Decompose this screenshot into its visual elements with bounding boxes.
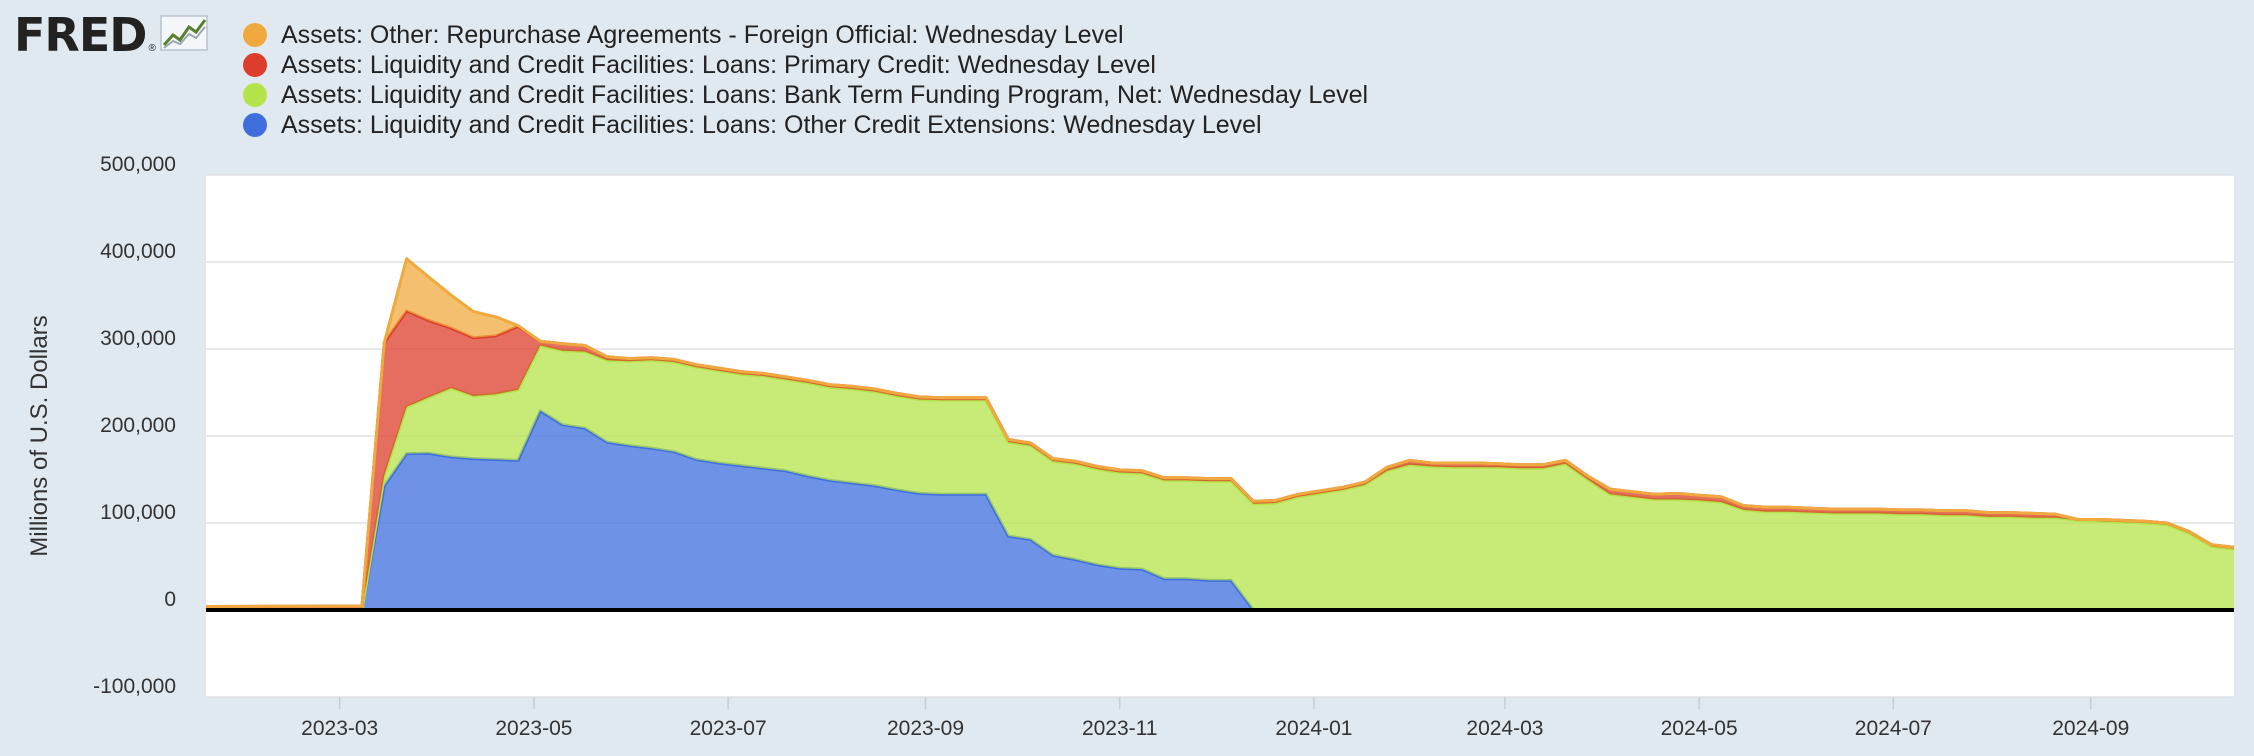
- legend-label-btfp: Assets: Liquidity and Credit Facilities:…: [281, 80, 1369, 109]
- legend-item-btfp[interactable]: Assets: Liquidity and Credit Facilities:…: [243, 80, 1368, 110]
- legend-label-repo: Assets: Other: Repurchase Agreements - F…: [281, 20, 1124, 49]
- x-tick-label: 2023-07: [690, 717, 767, 740]
- legend-dot-primary-credit: [243, 53, 267, 77]
- area-btfp[interactable]: [206, 345, 2234, 611]
- area-repo[interactable]: [206, 258, 2234, 607]
- fred-logo-text: FRED: [14, 8, 147, 62]
- legend-label-other-credit: Assets: Liquidity and Credit Facilities:…: [281, 110, 1262, 139]
- legend-dot-repo: [243, 23, 267, 47]
- y-tick-label: 400,000: [100, 240, 176, 263]
- legend-label-primary-credit: Assets: Liquidity and Credit Facilities:…: [281, 50, 1156, 79]
- x-tick-label: 2024-03: [1466, 717, 1543, 740]
- chart-legend: Assets: Other: Repurchase Agreements - F…: [243, 20, 1368, 140]
- x-tick-label: 2023-11: [1082, 717, 1158, 740]
- y-tick-label: 500,000: [100, 153, 176, 176]
- y-axis-title: Millions of U.S. Dollars: [26, 315, 53, 556]
- registered-mark: ®: [148, 43, 156, 54]
- trend-line-icon: [160, 14, 208, 56]
- area-primary-credit[interactable]: [206, 311, 2234, 610]
- x-tick-label: 2024-07: [1855, 717, 1932, 740]
- x-tick-label: 2023-03: [301, 717, 378, 740]
- y-tick-label: -100,000: [93, 675, 176, 698]
- legend-item-repo[interactable]: Assets: Other: Repurchase Agreements - F…: [243, 20, 1368, 50]
- area-other-credit[interactable]: [206, 410, 2234, 610]
- legend-dot-other-credit: [243, 113, 267, 137]
- y-tick-label: 200,000: [100, 414, 176, 437]
- x-axis-ticks: 2023-03 2023-05 2023-07 2023-09 2023-11 2024-…: [301, 697, 2129, 740]
- y-tick-label: 100,000: [100, 501, 176, 524]
- fred-logo[interactable]: FRED ®: [14, 12, 208, 58]
- legend-item-primary-credit[interactable]: Assets: Liquidity and Credit Facilities:…: [243, 50, 1368, 80]
- x-tick-label: 2023-05: [495, 717, 572, 740]
- legend-dot-btfp: [243, 83, 267, 107]
- x-tick-label: 2024-01: [1275, 717, 1352, 740]
- y-axis-ticks: -100,000 0 100,000 200,000 300,000 400,000 500…: [93, 153, 176, 698]
- y-tick-label: 300,000: [100, 327, 176, 350]
- x-tick-label: 2023-09: [887, 717, 964, 740]
- legend-item-other-credit[interactable]: Assets: Liquidity and Credit Facilities:…: [243, 110, 1368, 140]
- x-tick-label: 2024-05: [1661, 717, 1738, 740]
- y-tick-label: 0: [164, 588, 176, 611]
- series-line-repo: [205, 257, 2235, 608]
- x-tick-label: 2024-09: [2052, 717, 2129, 740]
- stacked-areas: [205, 257, 2235, 612]
